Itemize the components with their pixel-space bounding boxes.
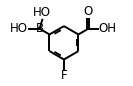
Text: OH: OH xyxy=(99,22,117,35)
Text: B: B xyxy=(36,22,44,35)
Text: F: F xyxy=(61,69,67,82)
Text: O: O xyxy=(83,5,93,18)
Text: HO: HO xyxy=(10,22,28,35)
Text: HO: HO xyxy=(33,6,51,19)
